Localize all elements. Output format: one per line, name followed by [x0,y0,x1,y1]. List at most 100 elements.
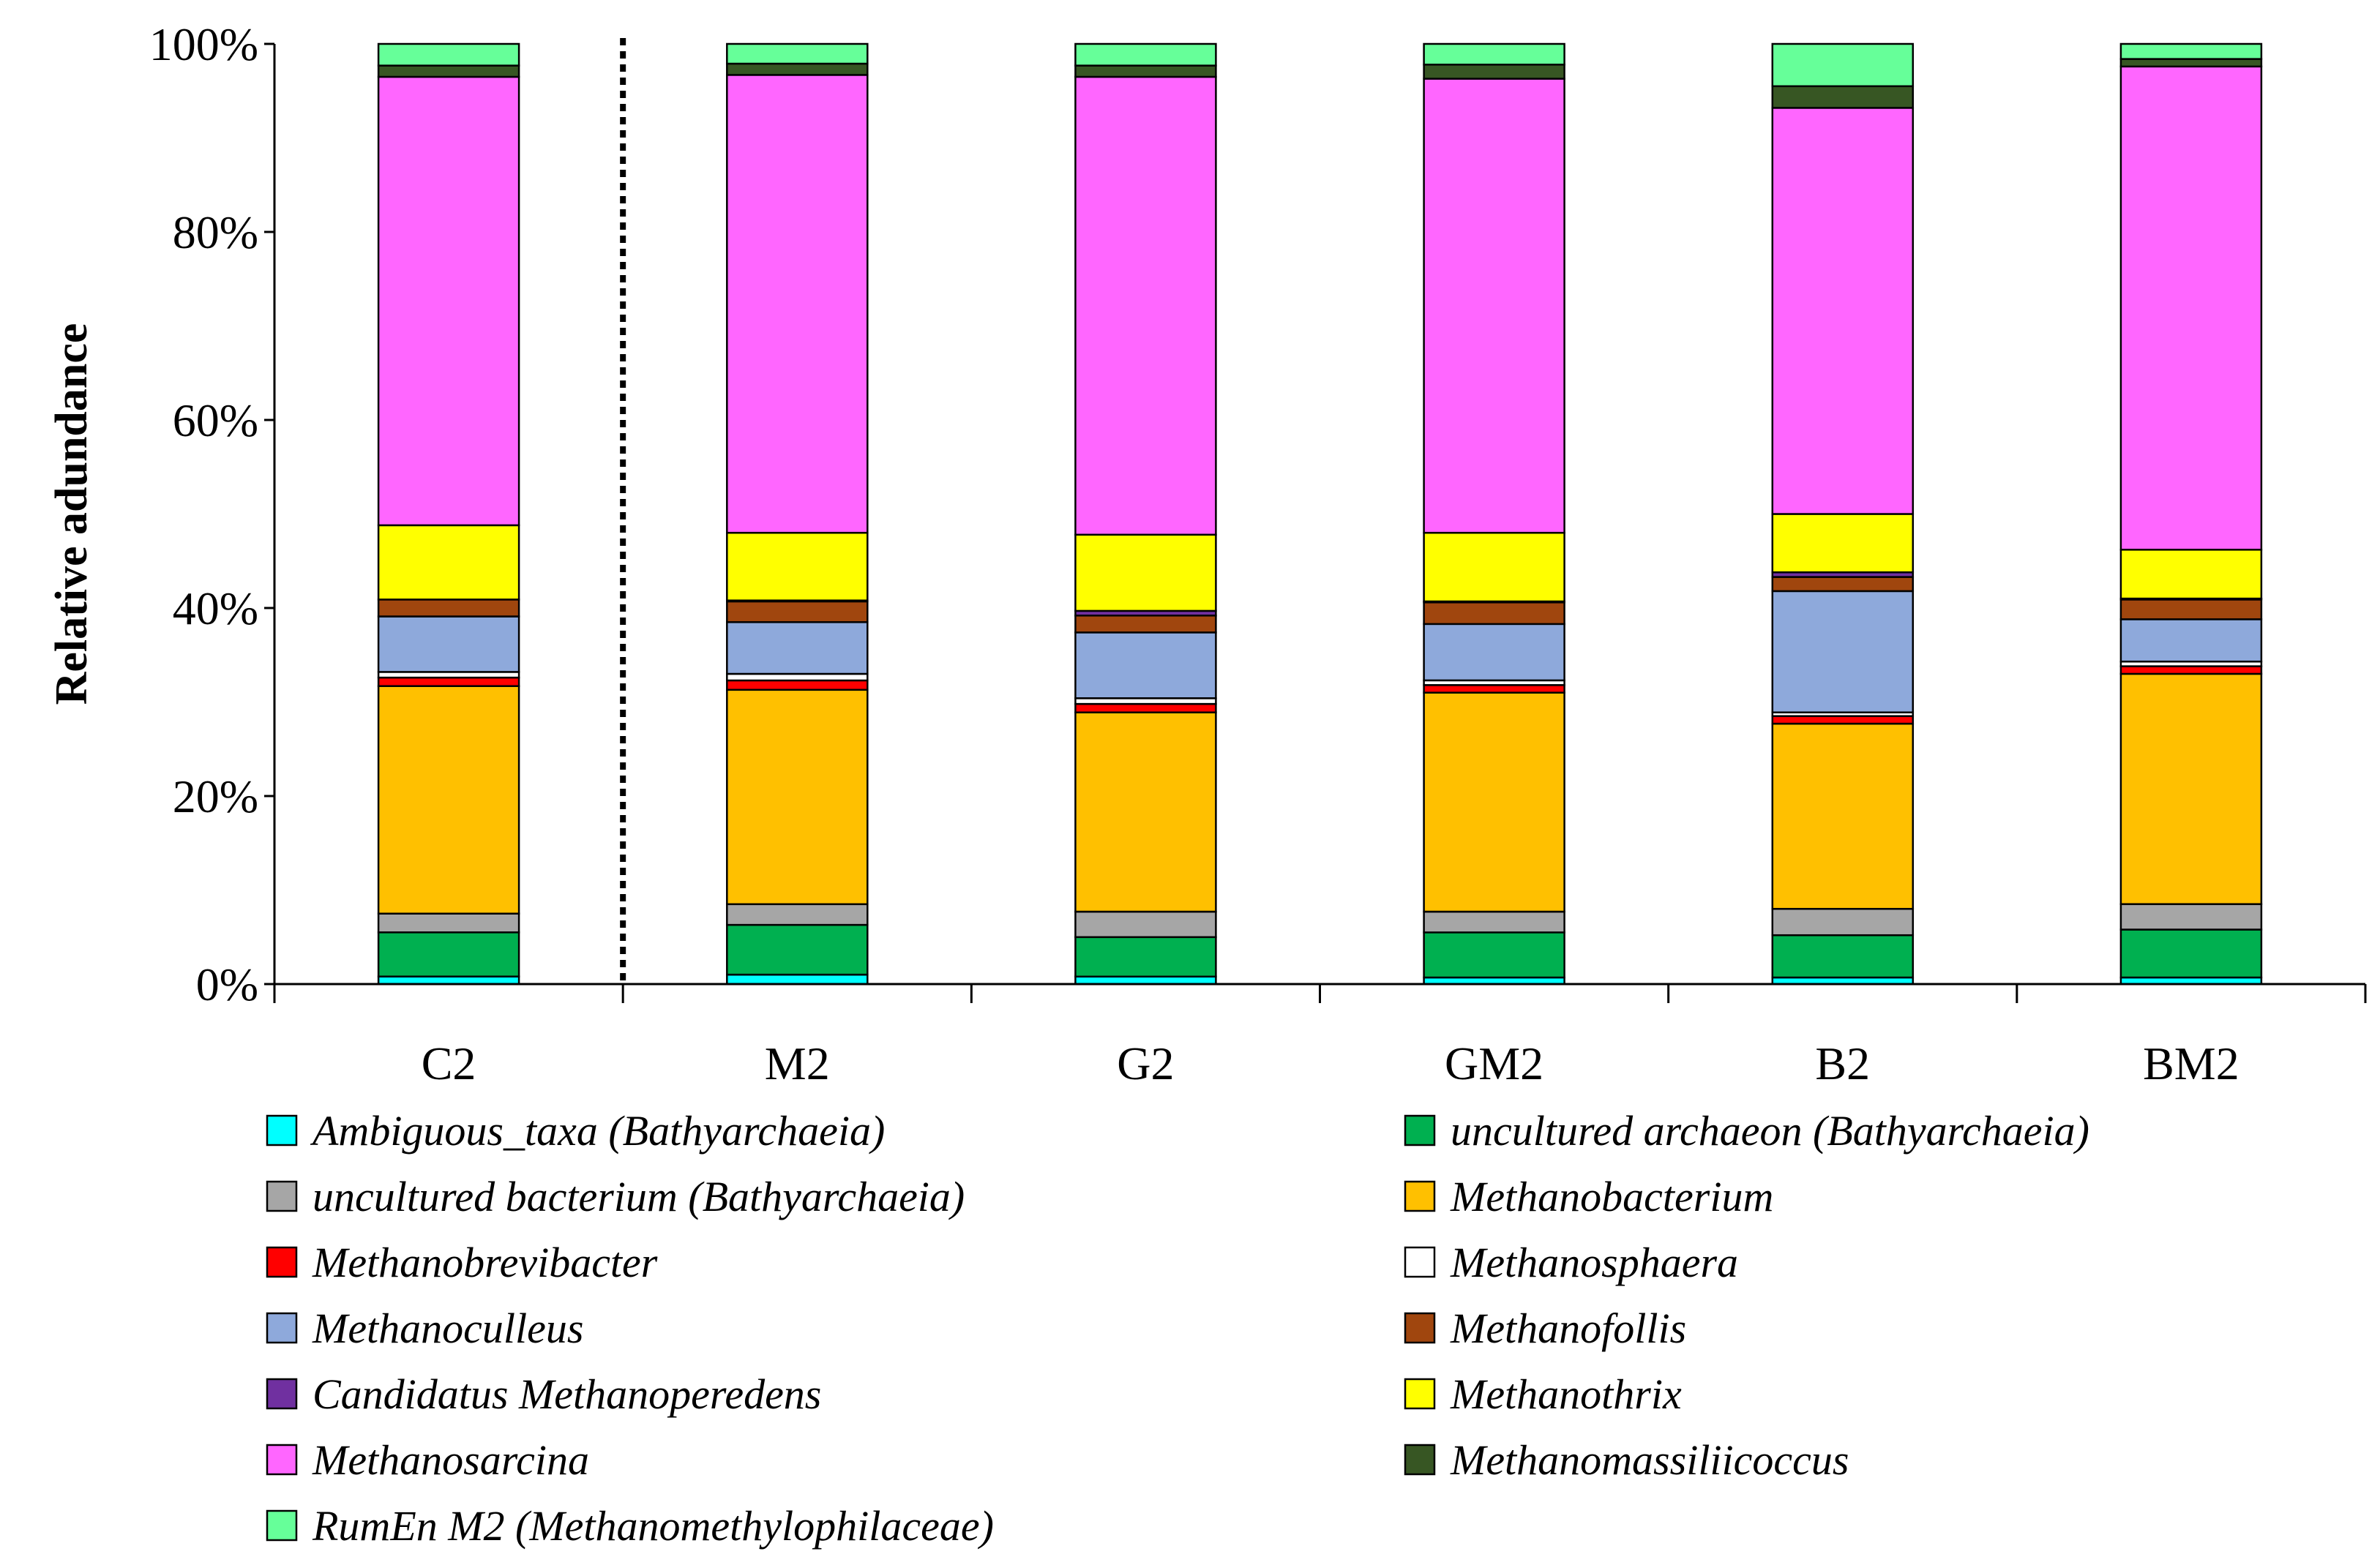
legend-label: uncultured archaeon (Bathyarchaeia) [1451,1107,2089,1155]
bar-segment-c2-7 [377,598,520,618]
bar-segment-g2-12 [1074,42,1217,67]
bar-segment-g2-10 [1074,75,1217,536]
legend-item: uncultured archaeon (Bathyarchaeia) [1404,1107,2089,1155]
legend-label: RumEn M2 (Methanomethylophilaceae) [312,1502,994,1550]
bar-segment-bm2-9 [2119,549,2263,600]
legend-swatch [1404,1246,1436,1278]
bar-segment-gm2-3 [1423,691,1565,913]
legend-item: Methanobrevibacter [266,1239,658,1286]
legend-swatch [266,1246,298,1278]
bar-segment-gm2-4 [1423,684,1565,694]
legend-item: Methanoculleus [266,1305,583,1352]
bar-segment-b2-12 [1771,42,1915,88]
legend-item: Methanothrix [1404,1370,1682,1418]
bar-segment-bm2-12 [2119,42,2263,60]
bar-segment-m2-5 [726,672,869,682]
bar-segment-b2-2 [1771,907,1915,937]
bar-segment-g2-2 [1074,910,1217,939]
bar-segment-bm2-1 [2119,928,2263,979]
bar-segment-c2-11 [377,64,520,78]
bar-segment-b2-1 [1771,934,1915,979]
legend-item: Methanobacterium [1404,1173,1773,1220]
bar-segment-b2-10 [1771,107,1915,515]
y-tick-label: 60% [173,394,258,446]
legend-swatch [266,1378,298,1410]
y-tick-label: 100% [149,18,258,70]
legend-label: Methanobacterium [1450,1173,1773,1220]
x-tick-label-m2: M2 [765,1037,830,1089]
bar-segment-g2-0 [1074,975,1217,986]
bar-segment-b2-9 [1771,513,1915,574]
y-tick-label: 0% [196,958,258,1010]
legend-swatch [1404,1378,1436,1410]
legend-item: Ambiguous_taxa (Bathyarchaeia) [266,1107,885,1155]
bar-segment-m2-2 [726,903,869,926]
bar-segment-bm2-3 [2119,672,2263,905]
y-tick-label: 40% [173,582,258,634]
bar-segment-gm2-6 [1423,623,1565,682]
bar-segment-m2-10 [726,74,869,534]
bar-segment-c2-0 [377,975,520,986]
bar-segment-m2-12 [726,42,869,65]
legend-swatch [266,1114,298,1146]
bar-segment-m2-0 [726,973,869,986]
legend-swatch [1404,1444,1436,1476]
bar-segment-g2-4 [1074,702,1217,713]
legend-label: Methanofollis [1450,1305,1686,1352]
bar-segment-bm2-11 [2119,58,2263,68]
bar-segment-bm2-6 [2119,618,2263,663]
bar-segment-c2-9 [377,524,520,601]
legend-label: Methanosarcina [312,1436,589,1484]
legend-label: Methanobrevibacter [312,1239,658,1286]
legend-item: Methanosarcina [266,1436,589,1484]
legend-swatch [266,1312,298,1344]
bar-segment-b2-6 [1771,590,1915,713]
legend: Ambiguous_taxa (Bathyarchaeia) uncultured… [266,1107,2089,1550]
legend-swatch [266,1180,298,1212]
bar-segment-gm2-12 [1423,42,1565,66]
bar-segment-c2-3 [377,685,520,915]
x-tick-label-b2: B2 [1815,1037,1870,1089]
bar-segment-b2-3 [1771,722,1915,910]
bar-segment-g2-9 [1074,533,1217,612]
bar-segment-gm2-11 [1423,64,1565,80]
legend-item: Candidatus Methanoperedens [266,1370,821,1418]
legend-label: uncultured bacterium (Bathyarchaeia) [313,1173,965,1220]
bar-segment-b2-4 [1771,715,1915,725]
bar-segment-m2-4 [726,679,869,691]
bar-segment-g2-1 [1074,936,1217,978]
bar-segment-gm2-7 [1423,601,1565,626]
legend-item: Methanomassiliicoccus [1404,1436,1849,1484]
bar-segment-b2-11 [1771,85,1915,109]
x-tick-label-gm2: GM2 [1445,1037,1543,1089]
bar-segment-gm2-9 [1423,531,1565,603]
y-axis-title: Relative adundance [47,323,97,705]
bar-segment-b2-7 [1771,576,1915,593]
legend-item: Methanosphaera [1404,1239,1738,1286]
bar-segment-m2-7 [726,600,869,623]
bar-segment-gm2-2 [1423,910,1565,934]
legend-item: uncultured bacterium (Bathyarchaeia) [266,1173,965,1220]
bar-segment-c2-12 [377,42,520,67]
legend-label: Methanosphaera [1450,1239,1738,1286]
bar-segment-c2-2 [377,912,520,934]
bar-segment-m2-11 [726,62,869,76]
bar-segment-gm2-10 [1423,78,1565,534]
bar-segment-g2-7 [1074,615,1217,634]
bars-group [377,42,2263,986]
x-tick-label-bm2: BM2 [2143,1037,2239,1089]
axes-group: 0% 20% 40% 60% 80% 100% Relative adundance C2 M2… [47,18,2367,1089]
bar-segment-bm2-2 [2119,903,2263,931]
x-tick-label-g2: G2 [1117,1037,1174,1089]
bar-segment-c2-1 [377,931,520,977]
legend-item: RumEn M2 (Methanomethylophilaceae) [266,1502,994,1550]
bar-segment-bm2-7 [2119,598,2263,620]
legend-label: Methanothrix [1450,1370,1682,1418]
y-tick-label: 20% [173,770,258,822]
y-tick-label: 80% [173,206,258,258]
x-tick-label-c2: C2 [422,1037,476,1089]
bar-segment-g2-11 [1074,64,1217,78]
bar-segment-m2-9 [726,531,869,601]
bar-segment-c2-4 [377,676,520,687]
